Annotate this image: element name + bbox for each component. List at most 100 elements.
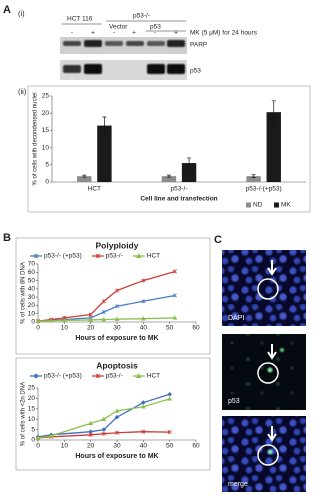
data-point	[167, 430, 172, 435]
legend-marker	[33, 253, 39, 259]
panel-label: B	[3, 232, 11, 244]
legend-swatch	[246, 202, 251, 208]
y-tick-label: 20	[28, 395, 36, 402]
data-point	[101, 316, 107, 322]
y-tick-label: 0	[31, 319, 35, 326]
x-tick-label: 30	[113, 325, 121, 332]
y-tick-label: 20	[42, 110, 50, 117]
legend-label: MK	[281, 202, 291, 209]
data-point	[141, 278, 146, 283]
legend-marker	[95, 373, 101, 379]
data-point	[101, 431, 106, 436]
x-tick-label: 30	[113, 443, 121, 450]
lane-sign: -	[113, 30, 115, 37]
legend-marker	[33, 373, 39, 379]
blot-header: p53-/-	[133, 13, 150, 20]
legend-label: p53-/-	[106, 373, 123, 380]
y-tick-label: 25	[42, 93, 50, 100]
panel-label: C	[214, 234, 222, 246]
data-point	[114, 408, 120, 413]
blot-header: Vector	[109, 24, 128, 31]
error-bar	[82, 174, 87, 178]
x-tick-label: 20	[87, 325, 95, 332]
x-tick-label: 40	[140, 325, 148, 332]
data-point	[141, 299, 146, 304]
lane-sign: -	[71, 30, 73, 37]
data-point	[35, 435, 41, 440]
data-point	[140, 316, 146, 321]
data-point	[167, 391, 172, 397]
panel-label: A	[3, 4, 11, 16]
y-tick-label: 70	[28, 261, 36, 268]
error-bar	[102, 116, 107, 135]
y-tick-label: 5	[45, 162, 49, 169]
data-point	[114, 430, 120, 435]
y-tick-label: 60	[28, 269, 36, 276]
x-tick-label: 50	[166, 443, 174, 450]
data-point	[101, 416, 107, 421]
data-point	[114, 414, 120, 420]
data-point	[101, 299, 106, 304]
chart-title: Polyploidy	[96, 240, 139, 250]
data-point	[140, 404, 146, 409]
subpanel-label: (i)	[18, 9, 25, 18]
error-bar	[251, 174, 256, 178]
bar	[77, 176, 92, 182]
lane-sign: +	[174, 30, 178, 37]
data-point	[48, 318, 54, 323]
x-tick-label: p53-/-	[171, 186, 188, 193]
x-axis-title: Hours of exposure to MK	[75, 335, 158, 342]
y-axis-title: % of cells with <2n DNA	[21, 382, 27, 446]
x-tick-label: 40	[140, 443, 148, 450]
data-point	[114, 288, 120, 293]
blot-header: HCT 116	[67, 16, 93, 23]
data-point	[101, 427, 107, 432]
y-tick-label: 10	[28, 416, 36, 423]
error-bar	[271, 100, 276, 124]
legend-label: ND	[253, 202, 263, 209]
chart-frame	[15, 237, 211, 355]
x-tick-label: 60	[192, 443, 200, 450]
legend-label: p53-/-	[106, 253, 123, 260]
y-tick-label: 25	[28, 385, 36, 392]
blot-header: p53	[150, 24, 161, 31]
x-tick-label: 10	[61, 325, 69, 332]
microscopy-dapi	[222, 250, 306, 326]
series-line	[37, 270, 176, 322]
x-tick-label: 10	[61, 443, 69, 450]
y-tick-label: 10	[42, 144, 50, 151]
image-label: merge	[228, 481, 248, 488]
western-blot	[60, 37, 187, 80]
y-tick-label: 0	[45, 179, 49, 186]
data-point	[61, 317, 67, 323]
x-axis-title: Cell line and transfection	[140, 196, 217, 203]
data-point	[172, 269, 177, 274]
data-point	[114, 316, 120, 321]
x-tick-label: 0	[36, 325, 40, 332]
y-tick-label: 30	[28, 294, 36, 301]
series-line	[37, 317, 175, 322]
legend-label: HCT	[147, 253, 160, 260]
bar	[266, 112, 281, 182]
y-axis-title: % of cells with 8N DNA	[21, 262, 27, 324]
lane-sign: -	[154, 30, 156, 37]
y-tick-label: 15	[28, 406, 36, 413]
lane-sign: +	[132, 30, 136, 37]
chart-title: Apoptosis	[96, 360, 138, 370]
y-tick-label: 40	[28, 286, 36, 293]
image-label: DAPI	[228, 315, 244, 322]
subpanel-label: (ii)	[18, 87, 27, 96]
image-label: p53	[228, 398, 240, 405]
legend-label: HCT	[147, 373, 160, 380]
microscopy-p53	[222, 334, 306, 410]
data-point	[35, 318, 41, 323]
x-tick-label: 50	[166, 325, 174, 332]
chart-frame	[27, 85, 311, 213]
chart-frame	[15, 357, 211, 471]
y-axis-title: % of cells with decondensed nuclei	[33, 92, 39, 185]
legend-marker	[136, 253, 142, 258]
data-point	[101, 310, 106, 315]
x-axis-title: Hours of exposure to MK	[75, 453, 158, 460]
error-bar	[187, 157, 192, 169]
error-bar	[166, 174, 171, 178]
